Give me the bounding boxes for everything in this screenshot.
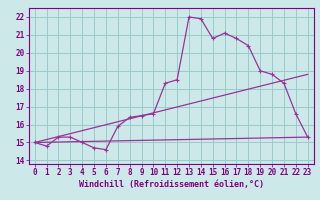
X-axis label: Windchill (Refroidissement éolien,°C): Windchill (Refroidissement éolien,°C) <box>79 180 264 189</box>
